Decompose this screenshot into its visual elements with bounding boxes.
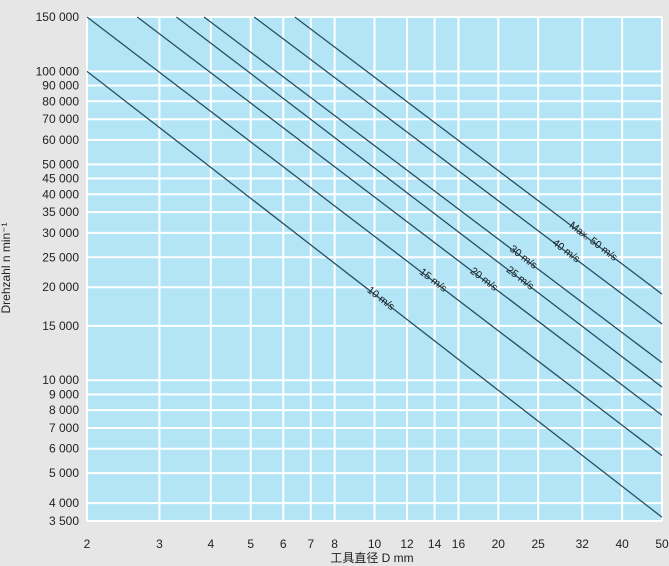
- x-tick-label: 8: [331, 537, 338, 551]
- series-line-1: [86, 16, 663, 457]
- x-tick-labels: 2 3 4 5 6 7 8 10 12 14 16 20 25 32 40 50: [84, 537, 669, 551]
- y-tick-label: 7 000: [49, 421, 79, 435]
- series-line-0: [86, 70, 663, 518]
- y-tick-label: 100 000: [36, 64, 80, 78]
- y-tick-label: 20 000: [42, 280, 79, 294]
- series-line-6: [294, 16, 663, 295]
- x-tick-label: 6: [280, 537, 287, 551]
- y-tick-label: 9 000: [49, 387, 79, 401]
- x-tick-label: 10: [368, 537, 382, 551]
- y-tick-label: 4 000: [49, 496, 79, 510]
- x-tick-label: 2: [84, 537, 91, 551]
- y-tick-label: 150 000: [36, 10, 80, 24]
- x-tick-label: 25: [532, 537, 546, 551]
- y-tick-label: 3 500: [49, 514, 79, 528]
- x-tick-label: 4: [207, 537, 214, 551]
- x-axis-label: 工具直径 D mm: [330, 551, 413, 565]
- y-tick-label: 8 000: [49, 403, 79, 417]
- x-tick-label: 12: [400, 537, 414, 551]
- y-tick-label: 5 000: [49, 466, 79, 480]
- y-tick-label: 50 000: [42, 157, 79, 171]
- y-tick-label: 6 000: [49, 442, 79, 456]
- y-tick-label: 90 000: [42, 79, 79, 93]
- y-axis-label: Drehzahl n min⁻¹: [0, 222, 13, 313]
- y-tick-label: 35 000: [42, 205, 79, 219]
- x-tick-label: 40: [615, 537, 629, 551]
- series-line-5: [253, 16, 663, 325]
- y-tick-label: 30 000: [42, 226, 79, 240]
- y-tick-label: 40 000: [42, 187, 79, 201]
- x-tick-label: 50: [655, 537, 669, 551]
- grid-lines: [86, 16, 663, 522]
- series-line-3: [176, 16, 663, 388]
- series-line-4: [203, 16, 663, 364]
- x-tick-label: 5: [247, 537, 254, 551]
- y-tick-label: 45 000: [42, 171, 79, 185]
- y-tick-label: 15 000: [42, 319, 79, 333]
- y-tick-label: 25 000: [42, 250, 79, 264]
- x-tick-label: 20: [492, 537, 506, 551]
- series-line-2: [136, 16, 663, 416]
- x-tick-label: 16: [452, 537, 466, 551]
- x-tick-label: 32: [576, 537, 590, 551]
- x-tick-label: 3: [156, 537, 163, 551]
- y-tick-label: 10 000: [42, 373, 79, 387]
- y-tick-label: 60 000: [42, 133, 79, 147]
- y-tick-label: 80 000: [42, 94, 79, 108]
- y-tick-label: 70 000: [42, 112, 79, 126]
- x-tick-label: 7: [307, 537, 314, 551]
- series-lines: [86, 16, 663, 518]
- x-tick-label: 14: [428, 537, 442, 551]
